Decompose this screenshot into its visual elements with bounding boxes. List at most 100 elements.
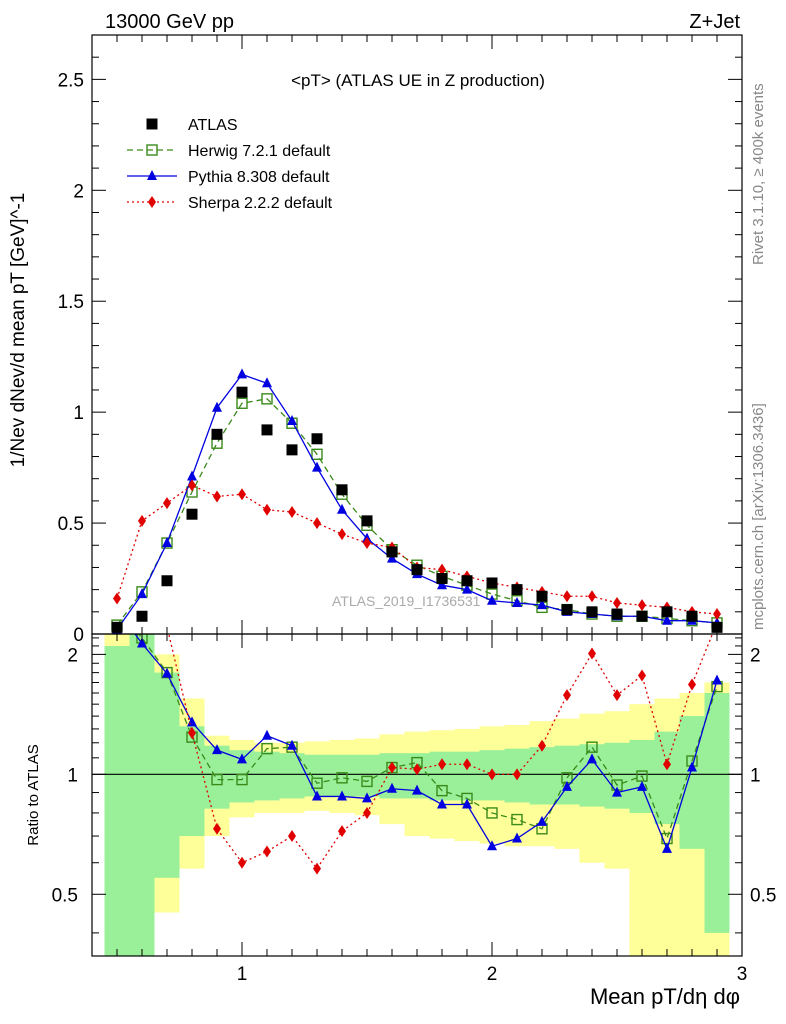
data-point-sherpa bbox=[188, 479, 196, 492]
data-point-atlas bbox=[146, 118, 158, 130]
data-point-herwig bbox=[511, 813, 523, 826]
data-point-sherpa bbox=[338, 528, 346, 541]
data-point-pythia bbox=[462, 798, 472, 809]
data-point-sherpa bbox=[663, 758, 671, 771]
legend-label: Sherpa 2.2.2 default bbox=[188, 195, 333, 212]
data-point-pythia bbox=[662, 842, 672, 853]
ratio-band-green bbox=[179, 726, 205, 837]
data-point-sherpa bbox=[538, 739, 546, 752]
data-point-pythia bbox=[162, 667, 172, 678]
data-point-atlas bbox=[411, 564, 423, 576]
data-point-pythia bbox=[387, 782, 397, 793]
data-point-sherpa bbox=[288, 830, 296, 843]
data-point-pythia bbox=[612, 786, 622, 797]
side-label-rivet: Rivet 3.1.10, ≥ 400k events bbox=[750, 83, 767, 265]
legend-entry: Herwig 7.2.1 default bbox=[127, 143, 331, 160]
data-point-sherpa bbox=[138, 514, 146, 527]
data-point-sherpa bbox=[238, 488, 246, 501]
data-point-atlas bbox=[136, 610, 148, 622]
data-point-atlas bbox=[161, 575, 173, 587]
ratio-band-green bbox=[279, 753, 305, 799]
data-point-pythia bbox=[287, 415, 297, 426]
main-series-line bbox=[116, 373, 718, 630]
data-point-herwig bbox=[436, 784, 448, 797]
data-point-sherpa bbox=[713, 608, 721, 621]
data-point-pythia bbox=[262, 729, 272, 740]
data-point-pythia bbox=[312, 461, 322, 472]
data-point-herwig bbox=[261, 742, 273, 755]
data-point-atlas bbox=[311, 433, 323, 445]
data-point-atlas bbox=[686, 610, 698, 622]
data-point-pythia bbox=[512, 596, 522, 607]
data-point-atlas bbox=[236, 386, 248, 398]
data-point-atlas bbox=[536, 590, 548, 602]
data-point-herwig bbox=[112, 604, 122, 614]
data-point-sherpa bbox=[588, 590, 596, 603]
data-point-sherpa bbox=[213, 822, 221, 835]
data-point-sherpa bbox=[188, 726, 196, 739]
main-y-tick-label: 0.5 bbox=[58, 514, 84, 535]
ratio-band-green bbox=[129, 634, 155, 956]
data-point-pythia bbox=[362, 792, 372, 803]
ratio-y-tick-label-left: 0.5 bbox=[52, 885, 78, 906]
data-point-pythia bbox=[137, 588, 147, 599]
ratio-y-tick-label-left: 2 bbox=[67, 645, 78, 666]
data-point-pythia bbox=[662, 614, 672, 625]
data-point-atlas bbox=[511, 584, 523, 596]
x-tick-label: 3 bbox=[737, 964, 748, 985]
data-point-pythia bbox=[412, 784, 422, 795]
ratio-band-green bbox=[204, 745, 230, 809]
data-point-atlas bbox=[636, 610, 648, 622]
ratio-band-green bbox=[654, 731, 680, 825]
data-point-sherpa bbox=[213, 490, 221, 503]
data-point-sherpa bbox=[563, 590, 571, 603]
data-point-sherpa bbox=[148, 196, 156, 208]
data-point-pythia bbox=[637, 780, 647, 791]
legend-label: Pythia 8.308 default bbox=[188, 169, 330, 186]
ratio-band-green bbox=[329, 754, 355, 797]
data-point-sherpa bbox=[163, 497, 171, 510]
data-point-pythia bbox=[287, 739, 297, 750]
main-series bbox=[111, 368, 723, 634]
data-point-pythia bbox=[337, 790, 347, 801]
ratio-band-green bbox=[104, 645, 130, 956]
data-point-atlas bbox=[361, 515, 373, 527]
data-point-pythia bbox=[237, 753, 247, 764]
data-point-atlas bbox=[586, 606, 598, 618]
data-point-pythia bbox=[487, 594, 497, 605]
main-y-tick-label: 1 bbox=[73, 403, 84, 424]
data-point-atlas bbox=[611, 608, 623, 620]
side-label-mcplots: mcplots.cern.ch [arXiv:1306.3436] bbox=[750, 403, 767, 630]
data-point-atlas bbox=[186, 508, 198, 520]
data-point-pythia bbox=[387, 552, 397, 563]
data-point-sherpa bbox=[313, 862, 321, 875]
x-tick-label: 2 bbox=[487, 964, 498, 985]
ratio-y-axis-label: Ratio to ATLAS bbox=[25, 744, 42, 845]
data-point-pythia bbox=[212, 744, 222, 755]
data-point-pythia bbox=[512, 832, 522, 843]
data-point-herwig bbox=[311, 448, 323, 460]
data-point-pythia bbox=[187, 470, 197, 481]
data-point-sherpa bbox=[438, 758, 446, 771]
data-point-pythia bbox=[487, 840, 497, 851]
legend: ATLAS Herwig 7.2.1 default Pythia 8.308 de… bbox=[127, 117, 333, 212]
data-point-sherpa bbox=[513, 768, 521, 781]
data-point-pythia bbox=[537, 815, 547, 826]
data-point-herwig bbox=[236, 397, 248, 409]
x-tick-label: 1 bbox=[237, 964, 248, 985]
ratio-band-green bbox=[704, 692, 730, 933]
data-point-herwig bbox=[311, 777, 323, 789]
ratio-band-green bbox=[304, 754, 330, 797]
data-point-herwig bbox=[236, 773, 248, 786]
ratio-y-tick-label-right: 0.5 bbox=[750, 885, 776, 906]
main-y-tick-label: 0 bbox=[73, 625, 84, 646]
legend-entry: ATLAS bbox=[146, 117, 238, 134]
data-point-herwig bbox=[486, 807, 498, 819]
data-point-pythia bbox=[587, 753, 597, 764]
data-point-atlas bbox=[436, 573, 448, 585]
main-y-tick-label: 2.5 bbox=[58, 70, 84, 91]
data-point-atlas bbox=[336, 484, 348, 496]
data-point-sherpa bbox=[388, 761, 396, 774]
data-point-sherpa bbox=[113, 490, 121, 502]
legend-label: Herwig 7.2.1 default bbox=[188, 143, 331, 160]
